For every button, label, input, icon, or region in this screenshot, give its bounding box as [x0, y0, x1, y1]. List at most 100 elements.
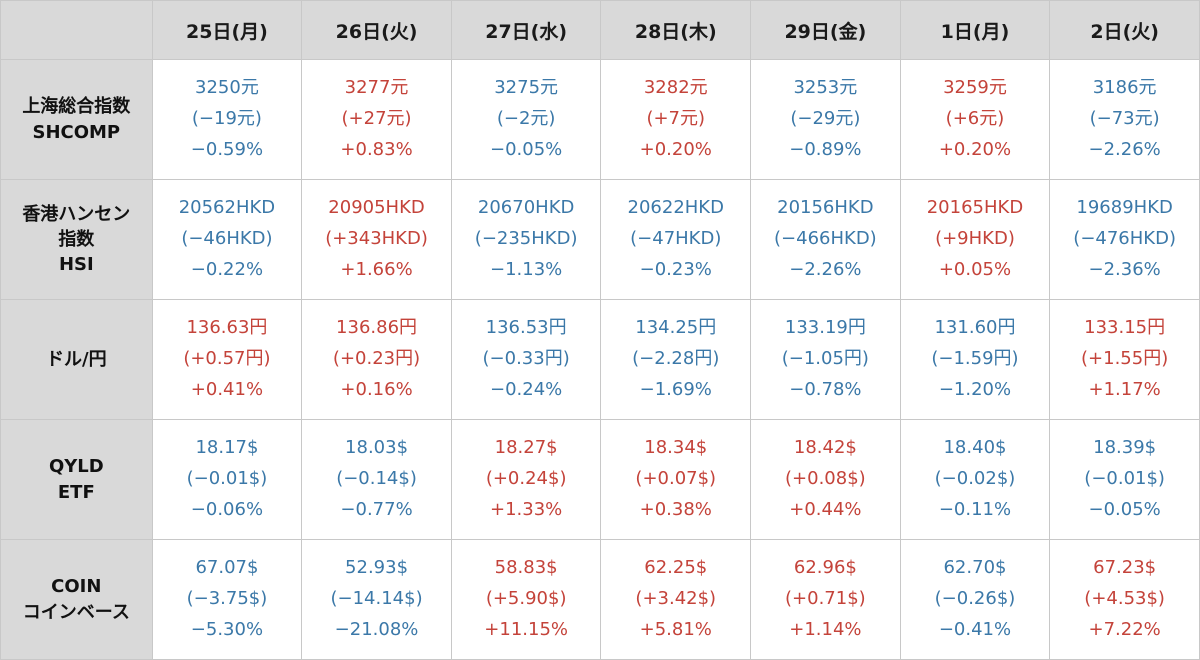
row-label-line: 上海総合指数 [22, 96, 131, 118]
percent-change: +0.05% [938, 258, 1012, 280]
table-header: 25日(月) 26日(火) 27日(水) 28日(木) 29日(金) 1日(月)… [0, 0, 1200, 60]
change-value: (−0.26$) [934, 588, 1016, 610]
change-value: (−14.14$) [330, 588, 423, 610]
change-value: (−0.01$) [186, 468, 268, 490]
change-value: (+0.23円) [332, 348, 421, 370]
value-cell: 20165HKD (+9HKD) +0.05% [899, 179, 1051, 300]
price-value: 67.23$ [1093, 557, 1157, 579]
price-value: 18.42$ [793, 437, 857, 459]
price-value: 3259元 [943, 77, 1007, 99]
value-cell: 18.40$ (−0.02$) −0.11% [899, 419, 1051, 540]
value-cell: 133.19円 (−1.05円) −0.78% [750, 299, 901, 420]
table-row: 香港ハンセン 指数 HSI 20562HKD (−46HKD) −0.22% 20905HK… [0, 179, 1200, 300]
row-label-line: ETF [57, 481, 95, 503]
change-value: (−476HKD) [1073, 228, 1176, 250]
value-cell: 3282元 (+7元) +0.20% [600, 59, 752, 180]
value-cell: 62.96$ (+0.71$) +1.14% [750, 539, 901, 660]
price-value: 20670HKD [477, 197, 575, 219]
value-cell: 18.42$ (+0.08$) +0.44% [750, 419, 901, 540]
price-value: 67.07$ [195, 557, 259, 579]
value-cell: 52.93$ (−14.14$) −21.08% [301, 539, 452, 660]
value-cell: 3277元 (+27元) +0.83% [301, 59, 452, 180]
percent-change: −0.59% [190, 138, 264, 160]
price-value: 52.93$ [345, 557, 409, 579]
change-value: (−0.33円) [482, 348, 570, 370]
change-value: (−29元) [790, 108, 861, 130]
percent-change: −0.89% [789, 138, 862, 160]
price-value: 58.83$ [494, 557, 558, 579]
price-value: 20905HKD [328, 197, 425, 219]
row-label-line: SHCOMP [32, 121, 121, 143]
percent-change: +0.38% [639, 498, 712, 520]
price-value: 133.15円 [1084, 317, 1166, 339]
change-value: (−1.59円) [931, 348, 1019, 370]
table-body: 上海総合指数 SHCOMP 3250元 (−19元) −0.59% 3277元 (+27元)… [0, 59, 1200, 660]
price-value: 18.03$ [345, 437, 409, 459]
percent-change: −5.30% [190, 618, 264, 640]
row-label-line: 指数 [58, 228, 95, 250]
percent-change: −0.78% [789, 378, 862, 400]
value-cell: 20562HKD (−46HKD) −0.22% [151, 179, 303, 300]
value-cell: 18.17$ (−0.01$) −0.06% [151, 419, 303, 540]
percent-change: +0.83% [340, 138, 413, 160]
value-cell: 3250元 (−19元) −0.59% [151, 59, 303, 180]
percent-change: −0.05% [490, 138, 563, 160]
table-row: COIN コインベース 67.07$ (−3.75$) −5.30% 52.93$ (−14… [0, 539, 1200, 660]
value-cell: 3253元 (−29元) −0.89% [750, 59, 901, 180]
price-value: 136.86円 [336, 317, 418, 339]
percent-change: +0.41% [190, 378, 264, 400]
value-cell: 3259元 (+6元) +0.20% [899, 59, 1051, 180]
row-label-cell: QYLD ETF [0, 419, 153, 540]
price-value: 18.34$ [644, 437, 708, 459]
percent-change: −0.23% [639, 258, 712, 280]
header-corner-cell [0, 0, 153, 60]
price-value: 136.53円 [485, 317, 567, 339]
change-value: (−466HKD) [774, 228, 877, 250]
price-value: 62.70$ [943, 557, 1007, 579]
row-label-cell: 香港ハンセン 指数 HSI [0, 179, 153, 300]
value-cell: 19689HKD (−476HKD) −2.36% [1049, 179, 1200, 300]
column-header-date: 25日(月) [151, 0, 303, 60]
price-value: 19689HKD [1076, 197, 1173, 219]
value-cell: 20622HKD (−47HKD) −0.23% [600, 179, 752, 300]
change-value: (+0.57円) [183, 348, 271, 370]
column-header-date: 29日(金) [750, 0, 901, 60]
change-value: (−0.01$) [1084, 468, 1165, 490]
price-value: 134.25円 [635, 317, 717, 339]
value-cell: 131.60円 (−1.59円) −1.20% [899, 299, 1051, 420]
percent-change: −1.13% [490, 258, 563, 280]
change-value: (+0.08$) [785, 468, 866, 490]
percent-change: +0.20% [639, 138, 712, 160]
percent-change: +7.22% [1088, 618, 1161, 640]
price-value: 62.96$ [793, 557, 857, 579]
percent-change: +1.14% [789, 618, 862, 640]
percent-change: +1.17% [1088, 378, 1161, 400]
percent-change: −2.26% [789, 258, 862, 280]
value-cell: 136.86円 (+0.23円) +0.16% [301, 299, 452, 420]
value-cell: 67.07$ (−3.75$) −5.30% [151, 539, 303, 660]
price-value: 20622HKD [627, 197, 724, 219]
value-cell: 3186元 (−73元) −2.26% [1049, 59, 1200, 180]
row-label-cell: ドル/円 [0, 299, 153, 420]
percent-change: −0.41% [938, 618, 1012, 640]
value-cell: 18.34$ (+0.07$) +0.38% [600, 419, 752, 540]
value-cell: 133.15円 (+1.55円) +1.17% [1049, 299, 1200, 420]
change-value: (−0.14$) [336, 468, 417, 490]
column-header-date: 27日(水) [450, 0, 602, 60]
change-value: (−1.05円) [781, 348, 869, 370]
price-value: 3282元 [643, 77, 708, 99]
percent-change: +1.33% [490, 498, 563, 520]
value-cell: 20156HKD (−466HKD) −2.26% [750, 179, 901, 300]
change-value: (−2.28円) [632, 348, 720, 370]
percent-change: −1.69% [639, 378, 712, 400]
row-label-line: コインベース [22, 601, 130, 623]
change-value: (−2元) [496, 108, 556, 130]
change-value: (+3.42$) [635, 588, 717, 610]
percent-change: +5.81% [639, 618, 712, 640]
percent-change: +11.15% [484, 618, 568, 640]
value-cell: 67.23$ (+4.53$) +7.22% [1049, 539, 1200, 660]
value-cell: 20670HKD (−235HKD) −1.13% [450, 179, 602, 300]
column-header-date: 2日(火) [1049, 0, 1200, 60]
change-value: (+0.71$) [785, 588, 866, 610]
value-cell: 18.39$ (−0.01$) −0.05% [1049, 419, 1200, 540]
